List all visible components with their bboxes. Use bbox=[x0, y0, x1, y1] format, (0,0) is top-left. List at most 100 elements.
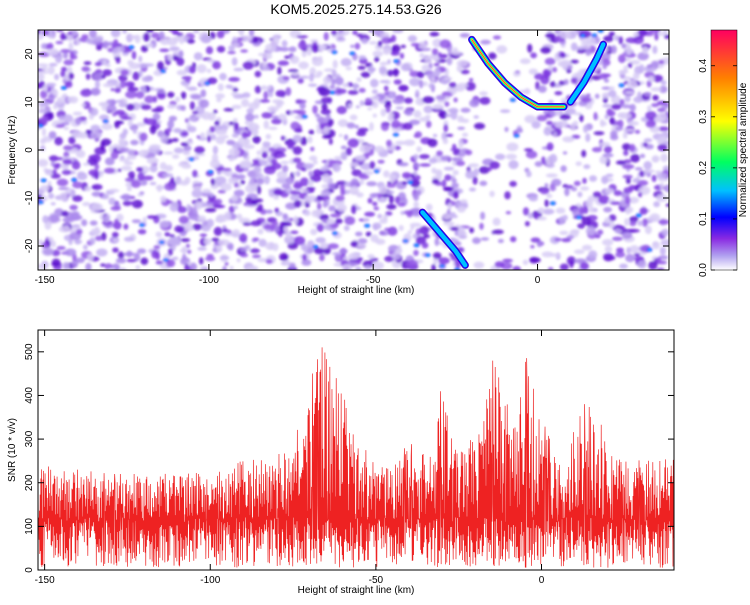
heatmap-cell bbox=[117, 251, 125, 260]
heatmap-cell bbox=[610, 201, 621, 205]
heatmap-cell bbox=[643, 138, 653, 143]
heatmap-cell bbox=[524, 221, 530, 227]
heatmap-cell bbox=[257, 203, 264, 212]
heatmap-cell bbox=[228, 77, 241, 82]
heatmap-cell bbox=[465, 81, 476, 91]
heatmap-cell bbox=[346, 122, 356, 129]
heatmap-cell bbox=[559, 216, 565, 225]
heatmap-cell bbox=[646, 80, 652, 88]
heatmap-cell bbox=[56, 30, 64, 33]
heatmap-cell bbox=[629, 220, 637, 227]
heatmap-cell bbox=[60, 66, 68, 72]
heatmap-cell bbox=[554, 121, 564, 128]
heatmap-cell bbox=[251, 127, 259, 137]
heatmap-cell bbox=[228, 205, 235, 213]
heatmap-cell bbox=[634, 129, 641, 134]
heatmap-cell bbox=[386, 190, 395, 195]
heatmap-cell bbox=[359, 179, 365, 185]
heatmap-cell bbox=[312, 169, 323, 176]
heatmap-cell bbox=[473, 122, 486, 130]
heatmap-cell bbox=[602, 104, 612, 108]
heatmap-cell bbox=[294, 128, 303, 133]
heatmap-cell bbox=[652, 74, 664, 83]
heatmap-cell bbox=[60, 70, 66, 78]
heatmap-cell bbox=[369, 161, 376, 170]
heatmap-cell bbox=[225, 84, 233, 89]
heatmap-cell bbox=[214, 176, 227, 185]
heatmap-cell bbox=[219, 72, 227, 81]
heatmap-cell bbox=[110, 206, 121, 211]
heatmap-cell bbox=[190, 208, 198, 218]
heatmap-cell bbox=[598, 195, 610, 205]
heatmap-cell bbox=[142, 63, 155, 67]
heatmap-cell bbox=[314, 113, 321, 118]
heatmap-cell bbox=[432, 48, 439, 56]
heatmap-cell bbox=[192, 110, 199, 115]
heatmap-cell bbox=[69, 204, 78, 211]
heatmap-cell bbox=[168, 30, 178, 33]
heatmap-cell bbox=[392, 98, 405, 105]
heatmap-cell bbox=[252, 159, 260, 163]
heatmap-cell bbox=[637, 260, 647, 269]
heatmap-cell bbox=[386, 183, 396, 188]
heatmap-cell bbox=[570, 59, 579, 64]
heatmap-cell bbox=[122, 52, 129, 56]
heatmap-cell bbox=[497, 238, 504, 244]
heatmap-cell bbox=[151, 108, 163, 113]
heatmap-cell bbox=[190, 94, 202, 100]
heatmap-cell bbox=[289, 217, 294, 222]
heatmap-cell bbox=[54, 136, 63, 146]
heatmap-cell bbox=[473, 261, 485, 269]
heatmap-cell bbox=[100, 263, 106, 267]
heatmap-cell bbox=[337, 119, 349, 127]
heatmap-cell bbox=[421, 64, 430, 73]
heatmap-cell bbox=[350, 241, 359, 248]
heatmap-cell bbox=[419, 225, 430, 235]
heatmap-cell bbox=[224, 262, 229, 266]
heatmap-cell bbox=[599, 155, 608, 165]
heatmap-cell bbox=[562, 151, 568, 155]
heatmap-cell bbox=[91, 191, 103, 197]
heatmap-cell bbox=[639, 207, 648, 215]
heatmap-cell bbox=[344, 181, 352, 188]
heatmap-cell bbox=[67, 96, 74, 103]
heatmap-cell bbox=[293, 182, 303, 190]
heatmap-cell bbox=[249, 176, 255, 186]
heatmap-cell bbox=[236, 174, 246, 180]
heatmap-cell bbox=[443, 124, 449, 133]
heatmap-cell bbox=[452, 160, 458, 167]
heatmap-cell bbox=[441, 179, 447, 188]
heatmap-cell bbox=[140, 257, 149, 265]
heatmap-cell bbox=[340, 188, 346, 196]
heatmap-cell bbox=[575, 161, 582, 166]
heatmap-cell bbox=[115, 57, 121, 64]
heatmap-cell bbox=[661, 228, 669, 237]
heatmap-cell bbox=[529, 257, 541, 263]
heatmap-cell bbox=[611, 94, 621, 105]
heatmap-cell bbox=[415, 244, 418, 247]
heatmap-cell bbox=[618, 54, 626, 64]
heatmap-cell bbox=[258, 238, 267, 247]
heatmap-cell bbox=[103, 214, 110, 223]
heatmap-cell bbox=[402, 122, 413, 130]
heatmap-cell bbox=[369, 65, 375, 74]
heatmap-cell bbox=[71, 130, 83, 139]
heatmap-cell bbox=[432, 133, 438, 138]
heatmap-cell bbox=[40, 116, 48, 125]
heatmap-cell bbox=[274, 207, 280, 213]
heatmap-cell bbox=[492, 229, 504, 235]
heatmap-cell bbox=[433, 62, 440, 67]
heatmap-cell bbox=[81, 66, 91, 72]
heatmap-cell bbox=[528, 195, 538, 202]
heatmap-cell bbox=[247, 129, 252, 136]
heatmap-cell bbox=[360, 71, 371, 78]
heatmap-cell bbox=[308, 170, 313, 178]
heatmap-cell bbox=[543, 70, 551, 79]
heatmap-cell bbox=[423, 234, 431, 239]
heatmap-cell bbox=[197, 246, 207, 251]
heatmap-cell bbox=[236, 258, 241, 263]
heatmap-cell bbox=[559, 113, 571, 121]
heatmap-cell bbox=[336, 106, 347, 115]
heatmap-cell bbox=[642, 218, 648, 228]
heatmap-cell bbox=[138, 55, 143, 63]
